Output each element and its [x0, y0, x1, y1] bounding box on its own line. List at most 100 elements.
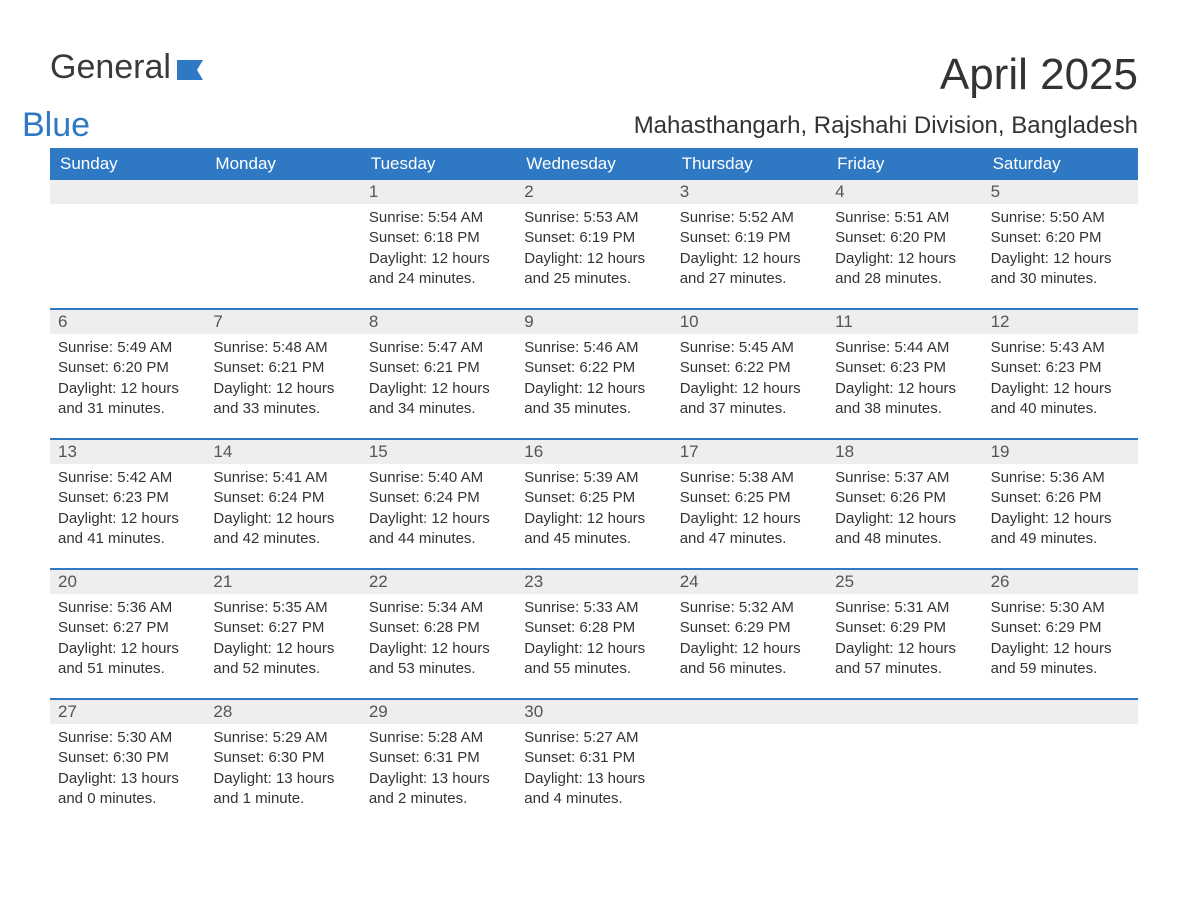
sunrise-text: Sunrise: 5:32 AM: [680, 598, 819, 618]
day-cell: 6Sunrise: 5:49 AMSunset: 6:20 PMDaylight…: [50, 310, 205, 428]
day-number: 12: [983, 310, 1138, 334]
sunset-text: Sunset: 6:26 PM: [835, 488, 974, 508]
day-body: Sunrise: 5:47 AMSunset: 6:21 PMDaylight:…: [361, 334, 516, 419]
day-number: [50, 180, 205, 204]
sunrise-text: Sunrise: 5:46 AM: [524, 338, 663, 358]
daylight-text: Daylight: 12 hours and 55 minutes.: [524, 639, 663, 680]
day-body: Sunrise: 5:39 AMSunset: 6:25 PMDaylight:…: [516, 464, 671, 549]
day-cell: 7Sunrise: 5:48 AMSunset: 6:21 PMDaylight…: [205, 310, 360, 428]
dow-monday: Monday: [205, 148, 360, 180]
day-cell: 24Sunrise: 5:32 AMSunset: 6:29 PMDayligh…: [672, 570, 827, 688]
location-subtitle: Mahasthangarh, Rajshahi Division, Bangla…: [634, 112, 1138, 140]
day-number: [672, 700, 827, 724]
daylight-text: Daylight: 12 hours and 40 minutes.: [991, 379, 1130, 420]
day-cell: 21Sunrise: 5:35 AMSunset: 6:27 PMDayligh…: [205, 570, 360, 688]
day-cell: 10Sunrise: 5:45 AMSunset: 6:22 PMDayligh…: [672, 310, 827, 428]
day-cell: 9Sunrise: 5:46 AMSunset: 6:22 PMDaylight…: [516, 310, 671, 428]
sunset-text: Sunset: 6:19 PM: [524, 228, 663, 248]
day-body: Sunrise: 5:48 AMSunset: 6:21 PMDaylight:…: [205, 334, 360, 419]
daylight-text: Daylight: 12 hours and 42 minutes.: [213, 509, 352, 550]
day-number: 27: [50, 700, 205, 724]
title-block: April 2025 Mahasthangarh, Rajshahi Divis…: [634, 50, 1138, 140]
day-cell: 13Sunrise: 5:42 AMSunset: 6:23 PMDayligh…: [50, 440, 205, 558]
day-number: 24: [672, 570, 827, 594]
sunrise-text: Sunrise: 5:30 AM: [58, 728, 197, 748]
day-number: 17: [672, 440, 827, 464]
day-number: 19: [983, 440, 1138, 464]
day-number: 16: [516, 440, 671, 464]
sunset-text: Sunset: 6:30 PM: [213, 748, 352, 768]
day-number: 18: [827, 440, 982, 464]
sunrise-text: Sunrise: 5:28 AM: [369, 728, 508, 748]
daylight-text: Daylight: 12 hours and 37 minutes.: [680, 379, 819, 420]
day-body: Sunrise: 5:30 AMSunset: 6:29 PMDaylight:…: [983, 594, 1138, 679]
day-number: 9: [516, 310, 671, 334]
week-row: 20Sunrise: 5:36 AMSunset: 6:27 PMDayligh…: [50, 568, 1138, 688]
day-cell: 30Sunrise: 5:27 AMSunset: 6:31 PMDayligh…: [516, 700, 671, 818]
sunrise-text: Sunrise: 5:36 AM: [991, 468, 1130, 488]
day-body: Sunrise: 5:52 AMSunset: 6:19 PMDaylight:…: [672, 204, 827, 289]
sunset-text: Sunset: 6:31 PM: [524, 748, 663, 768]
sunset-text: Sunset: 6:29 PM: [680, 618, 819, 638]
daylight-text: Daylight: 12 hours and 51 minutes.: [58, 639, 197, 680]
sunrise-text: Sunrise: 5:37 AM: [835, 468, 974, 488]
day-cell: 1Sunrise: 5:54 AMSunset: 6:18 PMDaylight…: [361, 180, 516, 298]
day-number: 6: [50, 310, 205, 334]
day-body: Sunrise: 5:29 AMSunset: 6:30 PMDaylight:…: [205, 724, 360, 809]
days-of-week-header: Sunday Monday Tuesday Wednesday Thursday…: [50, 148, 1138, 180]
sunset-text: Sunset: 6:29 PM: [835, 618, 974, 638]
daylight-text: Daylight: 12 hours and 30 minutes.: [991, 249, 1130, 290]
sunrise-text: Sunrise: 5:40 AM: [369, 468, 508, 488]
day-cell: 16Sunrise: 5:39 AMSunset: 6:25 PMDayligh…: [516, 440, 671, 558]
day-body: Sunrise: 5:42 AMSunset: 6:23 PMDaylight:…: [50, 464, 205, 549]
day-cell: 27Sunrise: 5:30 AMSunset: 6:30 PMDayligh…: [50, 700, 205, 818]
dow-thursday: Thursday: [672, 148, 827, 180]
day-body: Sunrise: 5:49 AMSunset: 6:20 PMDaylight:…: [50, 334, 205, 419]
day-cell: 4Sunrise: 5:51 AMSunset: 6:20 PMDaylight…: [827, 180, 982, 298]
day-body: Sunrise: 5:46 AMSunset: 6:22 PMDaylight:…: [516, 334, 671, 419]
sunset-text: Sunset: 6:27 PM: [58, 618, 197, 638]
day-number: 26: [983, 570, 1138, 594]
sunrise-text: Sunrise: 5:36 AM: [58, 598, 197, 618]
day-body: Sunrise: 5:54 AMSunset: 6:18 PMDaylight:…: [361, 204, 516, 289]
day-body: Sunrise: 5:28 AMSunset: 6:31 PMDaylight:…: [361, 724, 516, 809]
day-body: Sunrise: 5:53 AMSunset: 6:19 PMDaylight:…: [516, 204, 671, 289]
day-cell: 18Sunrise: 5:37 AMSunset: 6:26 PMDayligh…: [827, 440, 982, 558]
week-row: 1Sunrise: 5:54 AMSunset: 6:18 PMDaylight…: [50, 180, 1138, 298]
day-body: Sunrise: 5:33 AMSunset: 6:28 PMDaylight:…: [516, 594, 671, 679]
daylight-text: Daylight: 12 hours and 24 minutes.: [369, 249, 508, 290]
logo: General Blue: [50, 50, 201, 118]
dow-friday: Friday: [827, 148, 982, 180]
day-cell: 8Sunrise: 5:47 AMSunset: 6:21 PMDaylight…: [361, 310, 516, 428]
day-number: 20: [50, 570, 205, 594]
page-header: General Blue April 2025 Mahasthangarh, R…: [50, 50, 1138, 140]
sunrise-text: Sunrise: 5:48 AM: [213, 338, 352, 358]
daylight-text: Daylight: 12 hours and 31 minutes.: [58, 379, 197, 420]
day-cell: [50, 180, 205, 298]
sunset-text: Sunset: 6:22 PM: [680, 358, 819, 378]
day-body: Sunrise: 5:31 AMSunset: 6:29 PMDaylight:…: [827, 594, 982, 679]
day-cell: 5Sunrise: 5:50 AMSunset: 6:20 PMDaylight…: [983, 180, 1138, 298]
day-body: Sunrise: 5:41 AMSunset: 6:24 PMDaylight:…: [205, 464, 360, 549]
day-number: 22: [361, 570, 516, 594]
sunset-text: Sunset: 6:21 PM: [369, 358, 508, 378]
daylight-text: Daylight: 12 hours and 34 minutes.: [369, 379, 508, 420]
sunset-text: Sunset: 6:25 PM: [680, 488, 819, 508]
day-cell: 14Sunrise: 5:41 AMSunset: 6:24 PMDayligh…: [205, 440, 360, 558]
sunrise-text: Sunrise: 5:47 AM: [369, 338, 508, 358]
day-cell: 3Sunrise: 5:52 AMSunset: 6:19 PMDaylight…: [672, 180, 827, 298]
day-body: Sunrise: 5:50 AMSunset: 6:20 PMDaylight:…: [983, 204, 1138, 289]
sunrise-text: Sunrise: 5:45 AM: [680, 338, 819, 358]
daylight-text: Daylight: 12 hours and 53 minutes.: [369, 639, 508, 680]
day-cell: 12Sunrise: 5:43 AMSunset: 6:23 PMDayligh…: [983, 310, 1138, 428]
sunrise-text: Sunrise: 5:43 AM: [991, 338, 1130, 358]
day-body: Sunrise: 5:37 AMSunset: 6:26 PMDaylight:…: [827, 464, 982, 549]
day-body: Sunrise: 5:38 AMSunset: 6:25 PMDaylight:…: [672, 464, 827, 549]
daylight-text: Daylight: 12 hours and 28 minutes.: [835, 249, 974, 290]
daylight-text: Daylight: 12 hours and 44 minutes.: [369, 509, 508, 550]
sunset-text: Sunset: 6:20 PM: [991, 228, 1130, 248]
week-row: 27Sunrise: 5:30 AMSunset: 6:30 PMDayligh…: [50, 698, 1138, 818]
daylight-text: Daylight: 12 hours and 47 minutes.: [680, 509, 819, 550]
day-number: 14: [205, 440, 360, 464]
sunset-text: Sunset: 6:28 PM: [524, 618, 663, 638]
